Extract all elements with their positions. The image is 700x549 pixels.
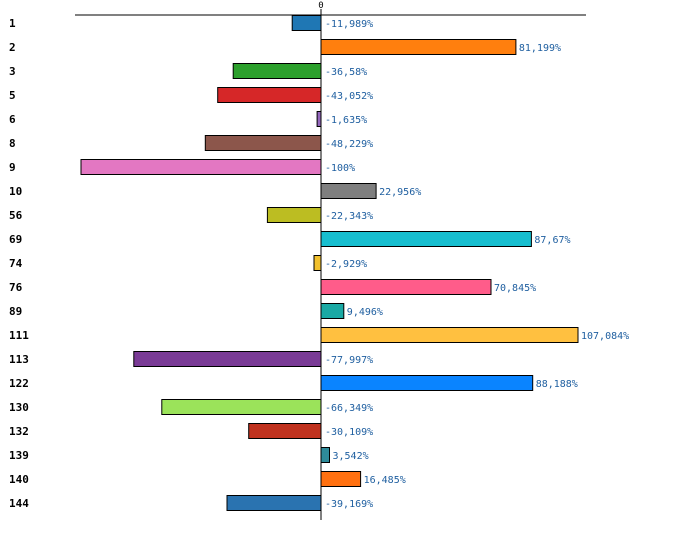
bars-layer [80, 15, 579, 511]
bar-111 [320, 327, 579, 343]
bar-122 [320, 375, 534, 391]
value-label-130: -66,349% [325, 403, 373, 414]
category-label-2: 2 [9, 41, 16, 54]
value-label-140: 16,485% [364, 475, 406, 486]
value-label-74: -2,929% [325, 259, 367, 270]
value-label-111: 107,084% [581, 331, 629, 342]
value-label-113: -77,997% [325, 355, 373, 366]
category-label-3: 3 [9, 65, 16, 78]
value-label-76: 70,845% [494, 283, 536, 294]
bar-89 [320, 303, 345, 319]
value-label-69: 87,67% [534, 235, 570, 246]
value-label-9: -100% [325, 163, 355, 174]
value-label-132: -30,109% [325, 427, 373, 438]
bar-144 [226, 495, 322, 511]
value-label-3: -36,58% [325, 67, 367, 78]
value-label-6: -1,635% [325, 115, 367, 126]
value-label-122: 88,188% [536, 379, 578, 390]
bar-1 [291, 15, 322, 31]
bar-3 [232, 63, 322, 79]
bar-76 [320, 279, 492, 295]
category-label-5: 5 [9, 89, 16, 102]
bar-6 [316, 111, 322, 127]
category-label-6: 6 [9, 113, 16, 126]
zero-tick-label: 0 [318, 1, 323, 11]
bar-113 [133, 351, 322, 367]
bar-10 [320, 183, 377, 199]
value-label-2: 81,199% [519, 43, 561, 54]
category-label-113: 113 [9, 353, 29, 366]
bar-9 [80, 159, 322, 175]
category-label-89: 89 [9, 305, 22, 318]
category-label-111: 111 [9, 329, 29, 342]
value-label-144: -39,169% [325, 499, 373, 510]
category-label-139: 139 [9, 449, 29, 462]
category-label-10: 10 [9, 185, 22, 198]
category-label-144: 144 [9, 497, 29, 510]
value-label-89: 9,496% [347, 307, 383, 318]
bar-56 [266, 207, 322, 223]
category-label-69: 69 [9, 233, 22, 246]
value-label-139: 3,542% [333, 451, 369, 462]
bar-69 [320, 231, 532, 247]
bar-74 [313, 255, 322, 271]
bar-139 [320, 447, 330, 463]
value-label-56: -22,343% [325, 211, 373, 222]
labels-layer: 1 -11,989% 2 81,199% 3 -36,58% 5 -43,052% 6 -1,63… [9, 17, 629, 510]
value-label-8: -48,229% [325, 139, 373, 150]
value-label-10: 22,956% [379, 187, 421, 198]
bar-140 [320, 471, 362, 487]
category-label-74: 74 [9, 257, 23, 270]
category-label-76: 76 [9, 281, 23, 294]
category-label-8: 8 [9, 137, 16, 150]
value-label-5: -43,052% [325, 91, 373, 102]
category-label-132: 132 [9, 425, 29, 438]
bar-130 [161, 399, 322, 415]
category-label-140: 140 [9, 473, 29, 486]
category-label-1: 1 [9, 17, 16, 30]
bar-8 [204, 135, 322, 151]
value-label-1: -11,989% [325, 19, 373, 30]
bar-2 [320, 39, 517, 55]
category-label-9: 9 [9, 161, 16, 174]
category-label-130: 130 [9, 401, 29, 414]
category-label-122: 122 [9, 377, 29, 390]
category-label-56: 56 [9, 209, 23, 222]
bar-132 [248, 423, 322, 439]
bar-5 [217, 87, 322, 103]
